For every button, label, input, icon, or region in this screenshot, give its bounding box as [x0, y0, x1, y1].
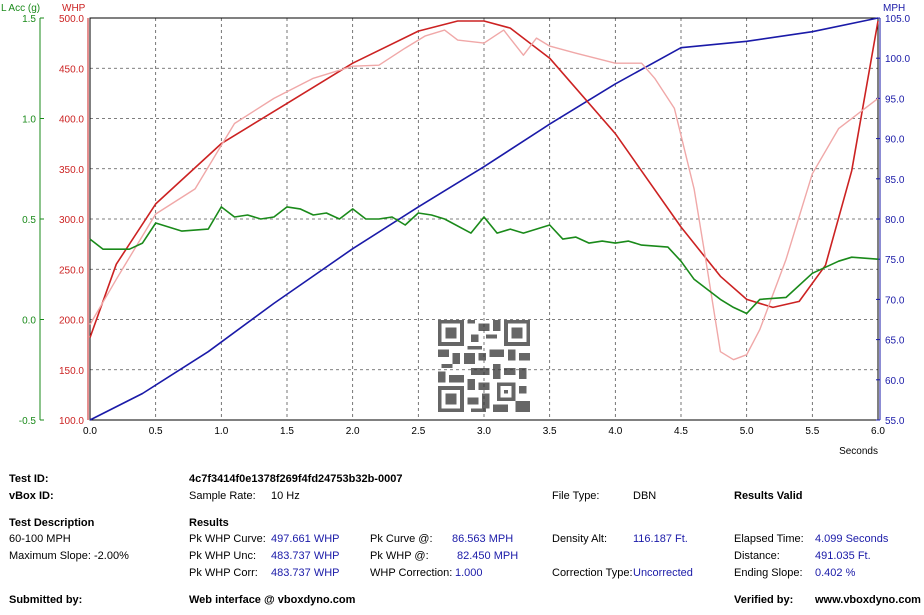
mph-tick-label: 85.0	[885, 175, 905, 186]
series-line-whp_raw	[89, 29, 879, 361]
lacc-tick-label: -0.5	[19, 416, 37, 427]
series-line-mph	[89, 17, 879, 421]
lacc-tick-label: 1.5	[22, 14, 36, 25]
x-tick-label: 3.0	[477, 426, 491, 437]
pk-whp-curve-label: Pk WHP Curve:	[189, 533, 266, 545]
x-tick-label: 5.5	[805, 426, 819, 437]
file-type-value: DBN	[633, 490, 657, 502]
mph-tick-label: 80.0	[885, 215, 905, 226]
test-description-label: Test Description	[9, 517, 95, 529]
test-id-value: 4c7f3414f0e1378f269f4fd24753b32b-0007	[189, 473, 403, 485]
whp-tick-label: 350.0	[59, 165, 84, 176]
whp-tick-label: 200.0	[59, 316, 84, 327]
x-tick-label: 0.5	[149, 426, 163, 437]
mph-tick-label: 65.0	[885, 336, 905, 347]
correction-type-label: Correction Type:	[552, 567, 633, 579]
results-label: Results	[189, 517, 229, 529]
mph-tick-label: 60.0	[885, 376, 905, 387]
whp-tick-label: 300.0	[59, 215, 84, 226]
whp-correction-label: WHP Correction:	[370, 567, 453, 579]
whp-tick-label: 150.0	[59, 366, 84, 377]
density-alt-value: 116.187 Ft.	[633, 533, 688, 545]
pk-whp-unc-label: Pk WHP Unc:	[189, 550, 257, 562]
x-axis-title: Seconds	[839, 446, 878, 457]
lacc-tick-label: 1.0	[22, 115, 36, 126]
verified-by-link[interactable]: www.vboxdyno.com	[815, 594, 921, 606]
x-tick-label: 1.5	[280, 426, 294, 437]
mph-axis-title: MPH	[883, 3, 905, 14]
mph-tick-label: 100.0	[885, 54, 910, 65]
submitted-by-label: Submitted by:	[9, 594, 83, 606]
series-line-lacc	[89, 206, 879, 315]
mph-tick-label: 105.0	[885, 14, 910, 25]
lacc-tick-label: 0.0	[22, 316, 36, 327]
mph-tick-label: 75.0	[885, 255, 905, 266]
ending-slope-label: Ending Slope:	[734, 567, 803, 579]
lacc-axis-title: L Acc (g)	[1, 3, 40, 14]
whp-tick-label: 400.0	[59, 115, 84, 126]
correction-type-value: Uncorrected	[633, 567, 693, 579]
mph-tick-label: 70.0	[885, 295, 905, 306]
whp-tick-label: 250.0	[59, 265, 84, 276]
verified-by-label: Verified by:	[734, 594, 794, 606]
max-slope-label: Maximum Slope:	[9, 550, 91, 562]
x-tick-label: 3.5	[543, 426, 557, 437]
qr-code-image	[438, 320, 530, 412]
whp-tick-label: 450.0	[59, 64, 84, 75]
elapsed-time-label: Elapsed Time:	[734, 533, 804, 545]
pk-whp-at-value: 82.450 MPH	[457, 550, 519, 562]
lacc-tick-label: 0.5	[22, 215, 36, 226]
whp-axis-title: WHP	[62, 3, 86, 14]
pk-whp-at-label: Pk WHP @:	[370, 550, 429, 562]
mph-tick-label: 90.0	[885, 135, 905, 146]
pk-whp-unc-value: 483.737 WHP	[271, 550, 340, 562]
chart-grid	[90, 18, 878, 420]
pk-curve-at-value: 86.563 MPH	[452, 533, 514, 545]
file-type-label: File Type:	[552, 490, 600, 502]
elapsed-time-value: 4.099 Seconds	[815, 533, 889, 545]
x-tick-label: 0.0	[83, 426, 97, 437]
mph-tick-label: 55.0	[885, 416, 905, 427]
whp-correction-value: 1.000	[455, 567, 483, 579]
vbox-id-label: vBox ID:	[9, 490, 54, 502]
x-tick-label: 2.0	[346, 426, 360, 437]
pk-whp-corr-value: 483.737 WHP	[271, 567, 340, 579]
x-tick-label: 6.0	[871, 426, 885, 437]
sample-rate-value: 10 Hz	[271, 490, 300, 502]
chart-series	[89, 17, 879, 421]
pk-whp-curve-value: 497.661 WHP	[271, 533, 340, 545]
x-tick-label: 2.5	[411, 426, 425, 437]
sample-rate-label: Sample Rate:	[189, 490, 256, 502]
axis-ticks: 0.0 0.5 1.0 1.5 2.0 2.5 3.0 3.5 4.0 4.5 5.0 5.5 6.0 1…	[19, 14, 911, 437]
x-tick-label: 4.0	[608, 426, 622, 437]
whp-tick-label: 500.0	[59, 14, 84, 25]
pk-whp-corr-label: Pk WHP Corr:	[189, 567, 258, 579]
distance-label: Distance:	[734, 550, 780, 562]
max-slope-value: -2.00%	[94, 550, 129, 562]
dyno-chart: 0.0 0.5 1.0 1.5 2.0 2.5 3.0 3.5 4.0 4.5 5.0 5.5 6.0 1…	[1, 3, 911, 457]
x-tick-label: 5.0	[740, 426, 754, 437]
whp-tick-label: 100.0	[59, 416, 84, 427]
web-interface-link[interactable]: Web interface @ vboxdyno.com	[189, 594, 356, 606]
ending-slope-value: 0.402 %	[815, 567, 856, 579]
x-tick-label: 1.0	[214, 426, 228, 437]
distance-value: 491.035 Ft.	[815, 550, 871, 562]
x-tick-label: 4.5	[674, 426, 688, 437]
series-line-whp_curve	[89, 20, 879, 338]
density-alt-label: Density Alt:	[552, 533, 608, 545]
pk-curve-at-label: Pk Curve @:	[370, 533, 433, 545]
test-description-value: 60-100 MPH	[9, 533, 71, 545]
mph-tick-label: 95.0	[885, 94, 905, 105]
test-id-label: Test ID:	[9, 473, 49, 485]
results-valid-label: Results Valid	[734, 490, 803, 502]
